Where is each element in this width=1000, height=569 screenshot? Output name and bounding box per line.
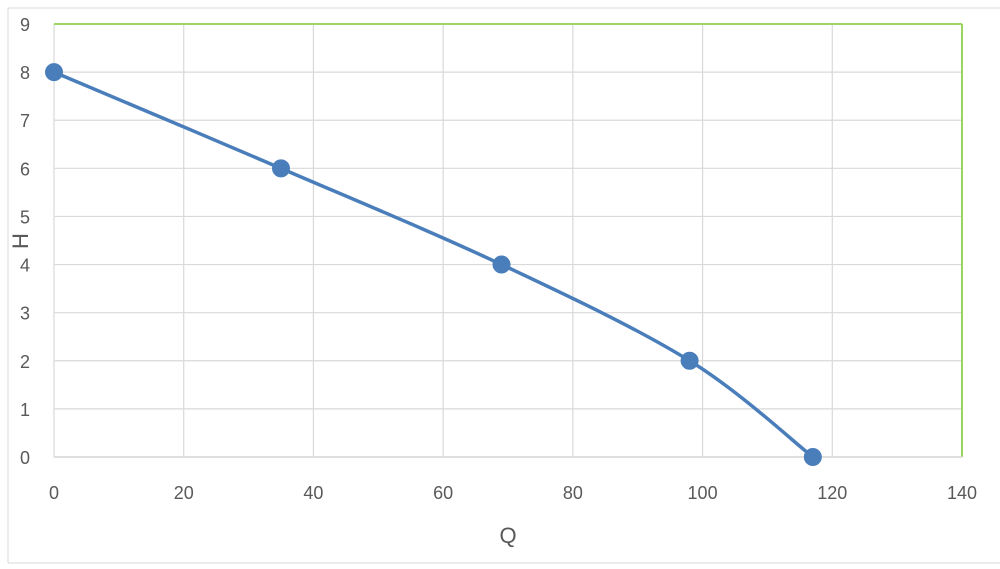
- data-point: [492, 255, 511, 274]
- y-tick-label: 4: [20, 256, 30, 276]
- y-tick-label: 2: [20, 352, 30, 372]
- x-tick-label: 120: [817, 483, 847, 503]
- y-tick-label: 6: [20, 159, 30, 179]
- series-line: [52, 70, 815, 459]
- y-tick-label: 7: [20, 111, 30, 131]
- chart-outer-border: [7, 7, 1000, 564]
- data-point: [803, 448, 822, 466]
- x-tick-label: 140: [947, 483, 977, 503]
- x-tick-label: 0: [49, 483, 59, 503]
- grid-lines: [53, 23, 963, 458]
- x-axis-title: Q: [499, 523, 516, 548]
- x-tick-label: 100: [688, 483, 718, 503]
- y-tick-label: 8: [20, 63, 30, 83]
- series-layer: [45, 63, 822, 466]
- y-tick-label: 1: [20, 400, 30, 420]
- data-point: [272, 159, 290, 178]
- y-tick-label: 5: [20, 207, 30, 227]
- y-tick-label: 9: [20, 15, 30, 35]
- x-tick-label: 80: [563, 483, 583, 503]
- y-tick-label: 3: [20, 304, 30, 324]
- x-tick-label: 60: [433, 483, 453, 503]
- y-tick-label: 0: [20, 448, 30, 468]
- x-tick-label: 40: [303, 483, 323, 503]
- data-point: [45, 63, 63, 82]
- y-axis-title: H: [8, 233, 33, 249]
- plot-area-border: [54, 23, 963, 458]
- x-axis-tick-labels: 0 20 40 60 80 100 120 140: [49, 483, 977, 503]
- data-point: [680, 351, 699, 370]
- y-axis-tick-labels: 0 1 2 3 4 5 6 7 8 9: [20, 15, 30, 468]
- x-tick-label: 20: [174, 483, 194, 503]
